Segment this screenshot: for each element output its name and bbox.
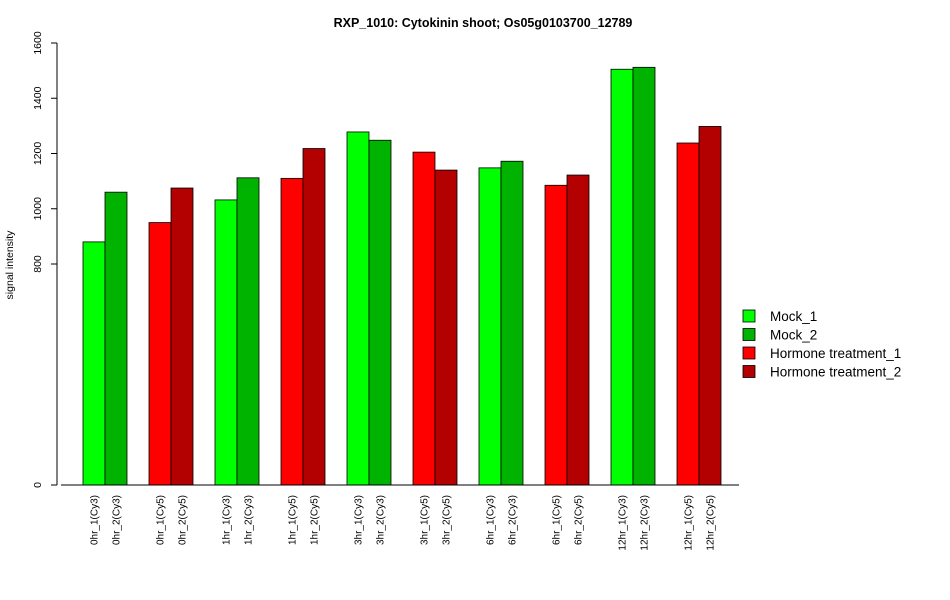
bar bbox=[346, 131, 370, 486]
bar bbox=[566, 174, 590, 486]
legend: Mock_1 Mock_2 Hormone treatment_1 Hormone t… bbox=[742, 309, 901, 380]
chart-title: RXP_1010: Cytokinin shoot; Os05g0103700_… bbox=[334, 16, 633, 30]
x-tick-label: 0hr_1(Cy5) bbox=[156, 495, 167, 545]
y-tick-label: 1400 bbox=[32, 86, 44, 110]
bar bbox=[610, 68, 634, 486]
bar bbox=[368, 139, 392, 486]
bar bbox=[434, 169, 458, 486]
bar bbox=[500, 160, 524, 486]
bar bbox=[698, 126, 722, 486]
x-tick-label: 0hr_2(Cy5) bbox=[178, 495, 189, 545]
x-tick-label: 3hr_2(Cy5) bbox=[442, 495, 453, 545]
legend-swatch bbox=[742, 365, 756, 378]
legend-label: Hormone treatment_2 bbox=[770, 365, 901, 380]
y-tick-label: 0 bbox=[32, 482, 44, 488]
x-tick-labels: 0hr_1(Cy3) 0hr_2(Cy3) 0hr_1(Cy5) 0hr_2(Cy5)… bbox=[90, 495, 717, 551]
legend-swatch bbox=[742, 346, 756, 360]
bar bbox=[214, 199, 238, 486]
bar bbox=[148, 222, 172, 486]
x-tick-label: 6hr_1(Cy5) bbox=[552, 495, 563, 545]
y-axis: 0 800 1000 1200 1400 1600 bbox=[32, 31, 58, 488]
x-tick-label: 0hr_1(Cy3) bbox=[90, 495, 101, 545]
bar bbox=[478, 167, 502, 486]
y-tick-label: 1600 bbox=[32, 31, 44, 55]
x-tick-label: 3hr_1(Cy3) bbox=[354, 495, 365, 545]
bar bbox=[676, 142, 700, 486]
x-tick-label: 6hr_2(Cy3) bbox=[508, 495, 519, 545]
bar bbox=[170, 187, 194, 486]
x-tick-label: 12hr_1(Cy3) bbox=[618, 495, 629, 551]
bar bbox=[280, 177, 304, 486]
x-tick-label: 1hr_1(Cy5) bbox=[288, 495, 299, 545]
legend-swatch bbox=[742, 309, 756, 323]
legend-swatch bbox=[742, 328, 756, 341]
x-tick-label: 3hr_1(Cy5) bbox=[420, 495, 431, 545]
y-tick-label: 800 bbox=[32, 255, 44, 273]
bar bbox=[82, 241, 106, 486]
bar-series bbox=[82, 66, 722, 486]
x-tick-label: 12hr_1(Cy5) bbox=[684, 495, 695, 551]
y-axis-label: signal intensity bbox=[4, 230, 16, 300]
bar bbox=[544, 184, 568, 486]
x-tick-label: 12hr_2(Cy3) bbox=[640, 495, 651, 551]
x-tick-label: 6hr_2(Cy5) bbox=[574, 495, 585, 545]
bar bbox=[302, 148, 326, 486]
legend-label: Mock_1 bbox=[770, 309, 817, 324]
x-tick-label: 1hr_2(Cy5) bbox=[310, 495, 321, 545]
legend-label: Mock_2 bbox=[770, 328, 817, 343]
x-tick-label: 3hr_2(Cy3) bbox=[376, 495, 387, 545]
y-tick-label: 1000 bbox=[32, 197, 44, 221]
x-tick-label: 0hr_2(Cy3) bbox=[112, 495, 123, 545]
x-tick-label: 1hr_1(Cy3) bbox=[222, 495, 233, 545]
bar bbox=[104, 191, 128, 486]
x-tick-label: 1hr_2(Cy3) bbox=[244, 495, 255, 545]
bar bbox=[412, 151, 436, 486]
x-tick-label: 12hr_2(Cy5) bbox=[706, 495, 717, 551]
legend-label: Hormone treatment_1 bbox=[770, 346, 901, 361]
y-tick-label: 1200 bbox=[32, 142, 44, 166]
bar bbox=[236, 177, 260, 486]
bar bbox=[632, 66, 656, 486]
x-tick-label: 6hr_1(Cy3) bbox=[486, 495, 497, 545]
